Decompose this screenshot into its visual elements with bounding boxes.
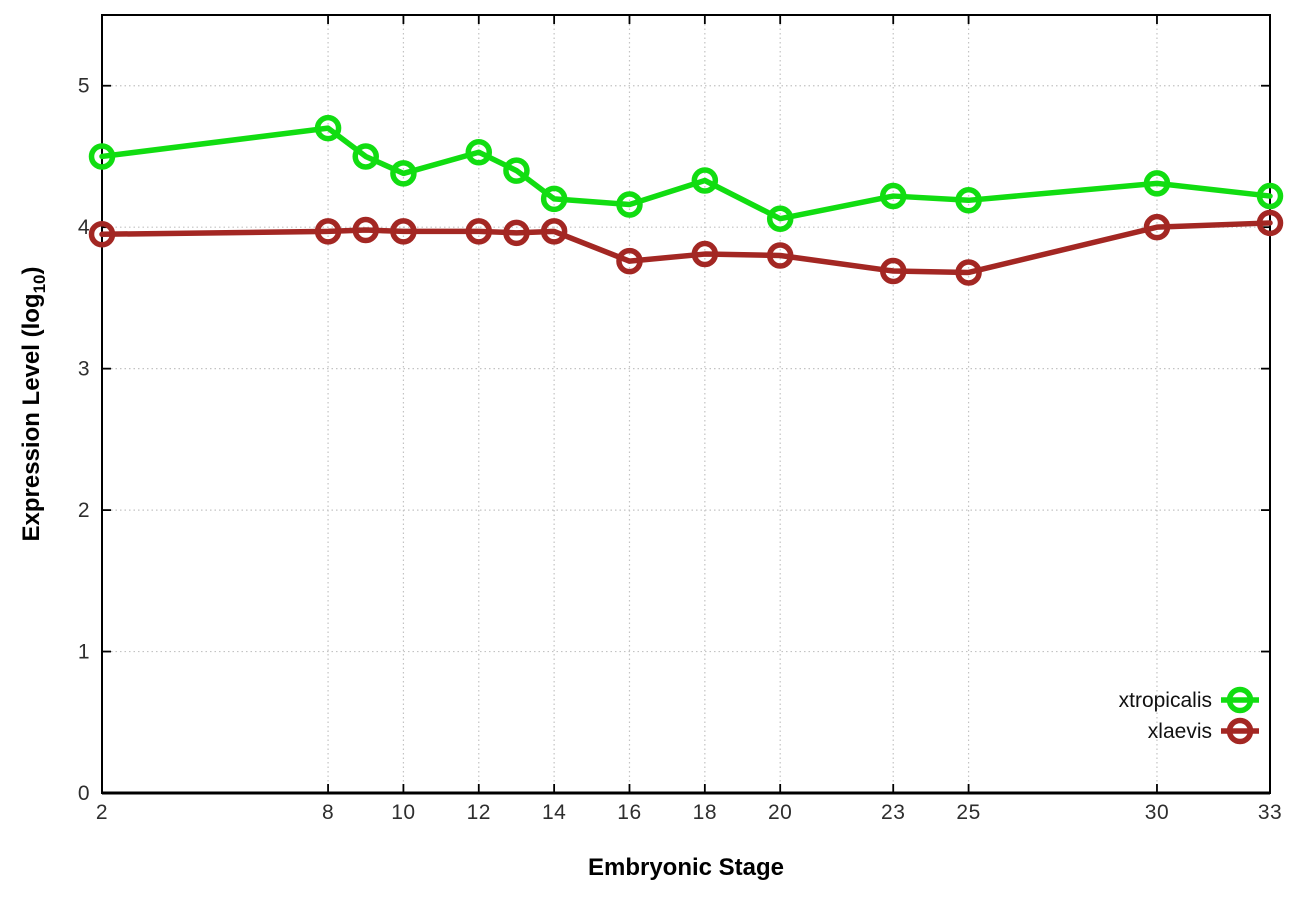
- x-tick-label-10: 10: [391, 801, 415, 824]
- data-point-xtropicalis-stage-12: [465, 138, 493, 166]
- data-point-xtropicalis-stage-10: [390, 160, 417, 187]
- data-point-xtropicalis-stage-13: [503, 157, 530, 184]
- data-point-xlaevis-stage-33: [1256, 209, 1284, 237]
- data-point-xlaevis-stage-2: [88, 221, 116, 248]
- y-tick-label-1: 1: [78, 641, 90, 664]
- data-point-xtropicalis-stage-25: [955, 187, 982, 214]
- x-tick-label-8: 8: [322, 801, 334, 824]
- data-point-xlaevis-stage-20: [766, 242, 794, 269]
- data-point-xlaevis-stage-16: [616, 247, 643, 275]
- data-point-xlaevis-stage-13: [503, 219, 530, 247]
- data-point-xtropicalis-stage-20: [766, 205, 794, 232]
- legend-label-xlaevis: xlaevis: [1148, 720, 1212, 743]
- data-point-xlaevis-stage-30: [1143, 213, 1171, 241]
- data-point-xlaevis-stage-12: [465, 218, 493, 245]
- data-point-xtropicalis-stage-23: [879, 182, 907, 210]
- data-point-xlaevis-stage-10: [390, 218, 417, 245]
- y-tick-label-0: 0: [78, 782, 90, 805]
- data-point-xlaevis-stage-9: [352, 216, 379, 244]
- data-point-xlaevis-stage-25: [955, 259, 982, 286]
- series-line-xlaevis: [99, 220, 1273, 276]
- data-point-xlaevis-stage-8: [314, 218, 342, 245]
- x-axis-title: Embryonic Stage: [587, 854, 785, 881]
- x-tick-label-12: 12: [467, 801, 491, 824]
- x-tick-label-16: 16: [617, 801, 641, 824]
- legend-sample-marker-xlaevis: [1226, 717, 1254, 745]
- data-point-xtropicalis-stage-8: [314, 114, 342, 142]
- plot-border: [101, 14, 1271, 794]
- y-axis-title-suffix: ): [18, 266, 46, 275]
- x-tick-label-25: 25: [956, 801, 980, 824]
- data-point-xtropicalis-stage-30: [1143, 170, 1171, 197]
- x-tick-label-20: 20: [768, 801, 792, 824]
- legend-label-xtropicalis: xtropicalis: [1119, 689, 1212, 712]
- y-tick-label-3: 3: [78, 358, 90, 381]
- y-axis-title-subscript: 10: [29, 274, 49, 294]
- x-tick-label-30: 30: [1145, 801, 1169, 824]
- data-point-xtropicalis-stage-16: [616, 191, 643, 218]
- legend-sample-marker-xtropicalis: [1226, 686, 1254, 714]
- series-line-xtropicalis: [99, 125, 1273, 222]
- data-point-xtropicalis-stage-9: [352, 143, 379, 170]
- y-tick-label-5: 5: [78, 75, 90, 98]
- data-point-xtropicalis-stage-18: [691, 167, 719, 194]
- x-tick-label-33: 33: [1258, 801, 1282, 824]
- x-tick-label-23: 23: [881, 801, 905, 824]
- data-point-xlaevis-stage-14: [540, 218, 568, 245]
- x-tick-label-2: 2: [96, 801, 108, 824]
- y-tick-label-2: 2: [78, 499, 90, 522]
- y-axis-title-text: Expression Level (log: [18, 293, 46, 542]
- y-tick-label-4: 4: [78, 216, 90, 239]
- data-point-xtropicalis-stage-2: [88, 143, 116, 170]
- data-point-xtropicalis-stage-33: [1256, 182, 1284, 210]
- data-point-xtropicalis-stage-14: [540, 185, 568, 213]
- data-point-xlaevis-stage-18: [691, 240, 719, 268]
- y-axis-title: Expression Level (log10): [18, 267, 50, 542]
- x-tick-label-14: 14: [542, 801, 566, 824]
- x-tick-label-18: 18: [693, 801, 717, 824]
- data-point-xlaevis-stage-23: [879, 257, 907, 285]
